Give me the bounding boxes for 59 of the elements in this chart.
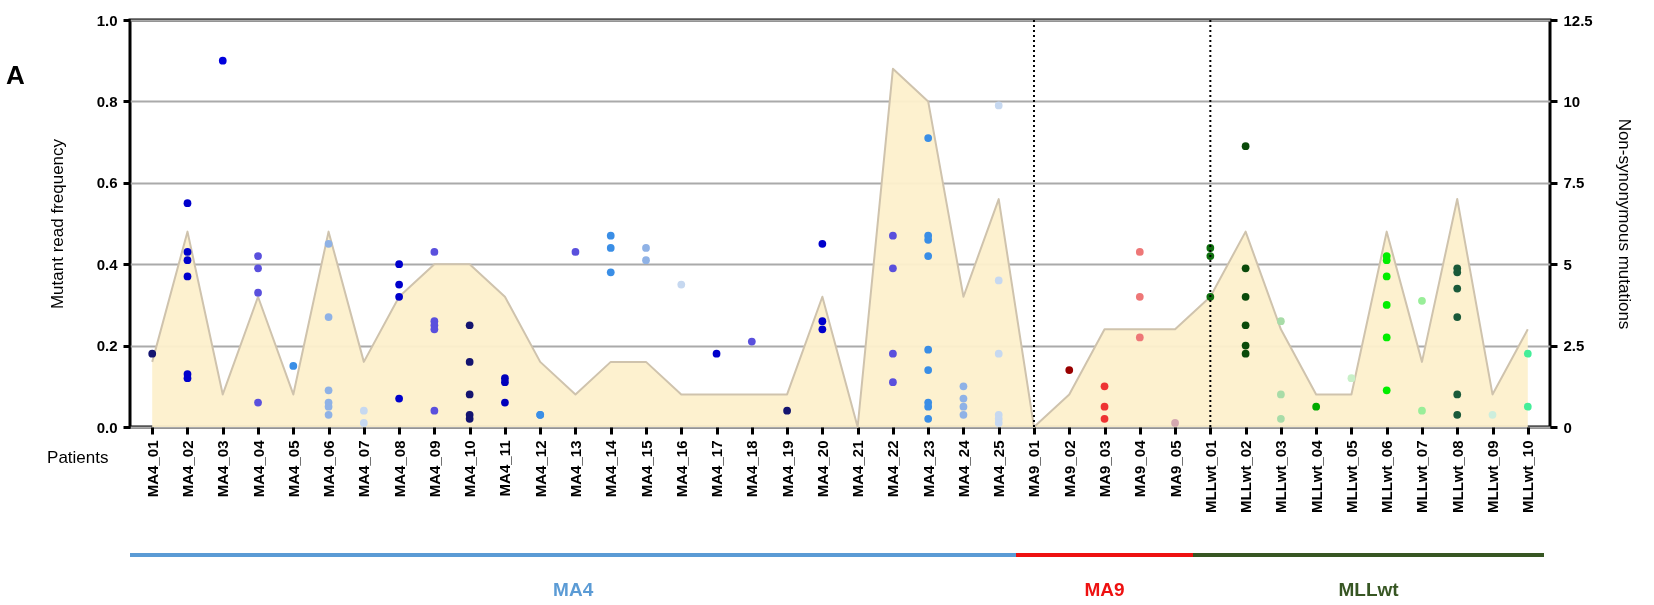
y-tick-label: 0.4 bbox=[96, 255, 119, 273]
x-tick-label: MA9_02 bbox=[1060, 440, 1078, 498]
x-tick-label: MA4_19 bbox=[778, 440, 796, 498]
x-tick-label: MA9_05 bbox=[1166, 440, 1184, 498]
x-tick-label: MA4_13 bbox=[566, 440, 584, 498]
text: MLLwt bbox=[1338, 579, 1399, 601]
text: MA4 bbox=[553, 579, 594, 601]
y-axis-title: Mutant read frequency bbox=[47, 138, 67, 310]
x-tick-label: MLLwt_09 bbox=[1484, 440, 1502, 514]
x-tick-label: MLLwt_08 bbox=[1448, 440, 1466, 514]
x-tick-label: MLLwt_07 bbox=[1413, 440, 1431, 514]
y2-tick-label: 10 bbox=[1563, 92, 1581, 110]
text: A bbox=[6, 60, 25, 90]
text: MA9 bbox=[1084, 579, 1125, 601]
x-tick-label: MA4_11 bbox=[496, 440, 514, 497]
x-tick-label: MA4_23 bbox=[919, 440, 937, 498]
x-tick-label: MA4_05 bbox=[284, 440, 302, 498]
x-tick-label: MA4_18 bbox=[743, 440, 761, 498]
x-tick-label: MA4_12 bbox=[531, 440, 549, 498]
x-tick-label: MA4_20 bbox=[813, 440, 831, 498]
x-tick-label: MA4_21 bbox=[849, 440, 867, 498]
x-tick-label: MA4_03 bbox=[214, 440, 232, 498]
x-tick-label: MA4_22 bbox=[884, 440, 902, 498]
x-tick-label: MA4_15 bbox=[637, 440, 655, 498]
x-axis-title: Patients bbox=[47, 447, 109, 467]
x-tick-label: MA9_04 bbox=[1131, 439, 1149, 498]
y2-tick-label: 2.5 bbox=[1563, 337, 1585, 355]
x-tick-label: MA4_16 bbox=[672, 440, 690, 498]
y-tick-label: 0.6 bbox=[96, 174, 118, 192]
x-tick-label: MA4_24 bbox=[954, 439, 972, 498]
x-tick-label: MA4_17 bbox=[708, 440, 726, 498]
y2-tick-label: 5 bbox=[1563, 255, 1572, 273]
x-tick-label: MA4_08 bbox=[390, 440, 408, 498]
x-tick-label: MA4_14 bbox=[602, 439, 620, 498]
y-tick-label: 1.0 bbox=[96, 11, 118, 29]
x-tick-label: MA4_06 bbox=[320, 440, 338, 498]
x-tick-label: MLLwt_05 bbox=[1342, 440, 1360, 514]
x-tick-label: MA4_04 bbox=[249, 439, 267, 498]
y-tick-label: 0.8 bbox=[96, 92, 118, 110]
y2-tick-label: 12.5 bbox=[1563, 11, 1593, 29]
x-tick-label: MA9_03 bbox=[1096, 440, 1114, 498]
y2-axis-title: Non-synonymous mutations bbox=[1614, 118, 1634, 330]
x-tick-label: MA9_01 bbox=[1025, 440, 1043, 498]
x-tick-label: MA4_09 bbox=[425, 440, 443, 498]
x-tick-label: MLLwt_06 bbox=[1378, 440, 1396, 514]
x-tick-label: MA4_02 bbox=[178, 440, 196, 498]
x-tick-label: MLLwt_01 bbox=[1201, 440, 1219, 514]
x-tick-label: MLLwt_10 bbox=[1519, 440, 1537, 514]
y-tick-label: 0.0 bbox=[96, 418, 118, 436]
x-tick-label: MLLwt_02 bbox=[1237, 440, 1255, 514]
x-tick-label: MLLwt_04 bbox=[1307, 439, 1325, 514]
x-tick-label: MA4_01 bbox=[143, 440, 161, 498]
x-tick-label: MA4_25 bbox=[990, 440, 1008, 498]
y-tick-label: 0.2 bbox=[96, 337, 118, 355]
y2-tick-label: 0 bbox=[1563, 418, 1572, 436]
x-tick-label: MA4_10 bbox=[461, 440, 479, 498]
x-tick-label: MLLwt_03 bbox=[1272, 440, 1290, 514]
x-tick-label: MA4_07 bbox=[355, 440, 373, 498]
y2-tick-label: 7.5 bbox=[1563, 174, 1585, 192]
